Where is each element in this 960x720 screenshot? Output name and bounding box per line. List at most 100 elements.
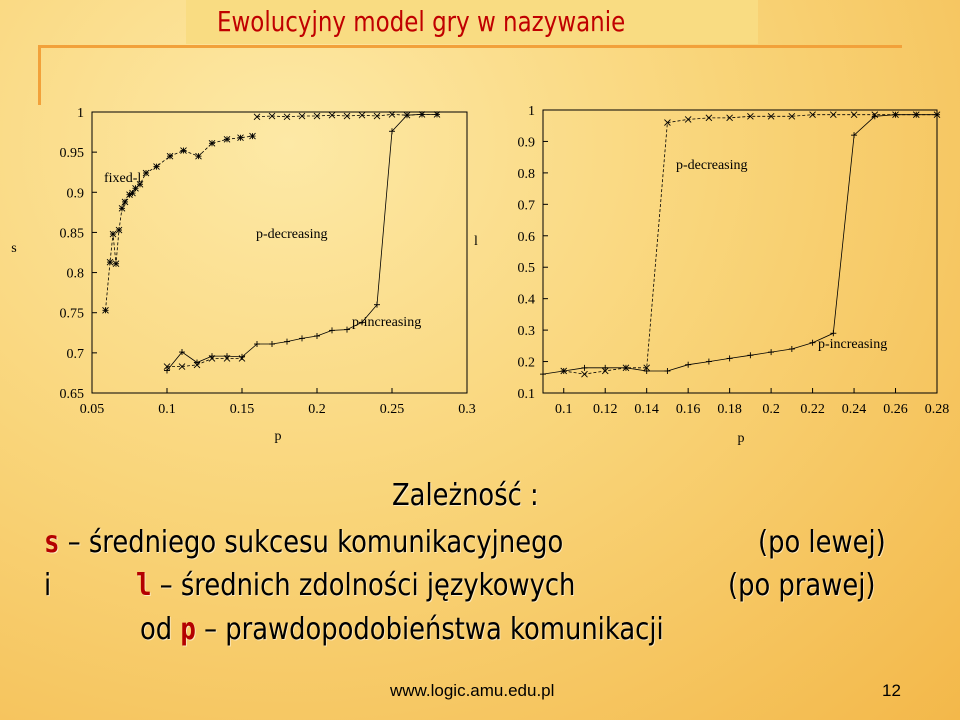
x-tick-label: 0.25 [380,402,405,417]
data-point [540,371,546,378]
line-l-right: (po prawej) [728,568,876,603]
decor-line-horizontal [38,45,902,48]
y-tick-label: 0.95 [60,146,85,161]
x-tick-label: 0.26 [883,402,908,417]
data-point [788,345,795,352]
data-point [705,358,712,365]
y-axis-label: s [11,241,16,256]
y-tick-label: 0.85 [60,226,85,241]
x-tick-label: 0.1 [158,402,176,417]
y-tick-label: 1 [77,106,84,121]
line-l-text: – średnich zdolności językowych [151,568,576,603]
y-tick-label: 1 [528,104,535,119]
data-point [434,111,440,118]
data-point [313,112,321,120]
line-l: l – średnich zdolności językowych [136,568,575,603]
x-tick-label: 0.12 [593,402,618,417]
x-tick-label: 0.05 [80,402,105,417]
data-point [373,112,381,120]
x-tick-label: 0.16 [676,402,701,417]
annotation-fixed-l: fixed-l [104,171,141,186]
annotation-p-decreasing: p-decreasing [676,158,748,173]
title-box [186,0,758,44]
decor-line-vertical [38,45,41,105]
data-point [180,147,187,154]
data-point [328,111,336,119]
data-point [767,112,775,120]
data-point [601,367,609,375]
data-point [934,111,940,118]
series-line-p-increasing [542,114,937,375]
symbol-l: l [136,568,152,603]
plot-frame [91,111,468,394]
data-point [195,152,202,160]
y-tick-label: 0.9 [67,186,85,201]
chart-left: 0.05 0.1 0.15 0.2 0.25 0.3 0.65 0.7 0.75 0.8 0.85 0… [11,106,475,444]
data-point [164,367,170,374]
data-point [685,361,692,368]
data-point [254,341,260,348]
y-tick-label: 0.9 [518,135,536,150]
y-tick-label: 0.65 [60,387,85,402]
data-point [830,330,837,337]
y-tick-label: 0.2 [518,356,536,371]
data-point [118,205,126,212]
line-p: od p – prawdopodobieństwa komunikacji [140,612,664,647]
data-point [809,111,816,119]
data-point [268,112,276,120]
data-point [132,184,139,192]
data-point [768,349,775,356]
data-point [892,111,899,118]
data-point [389,128,395,135]
x-tick-label: 0.28 [925,402,950,417]
line-p-prefix: od [140,612,173,647]
data-point [913,111,920,118]
line-s: s – średniego sukcesu komunikacyjnego [44,525,563,560]
y-tick-label: 0.4 [518,293,536,308]
y-tick-label: 0.8 [518,167,536,182]
x-axis-label: p [275,429,282,444]
x-tick-label: 0.2 [308,402,326,417]
y-tick-label: 0.7 [67,347,85,362]
charts-canvas: 0.05 0.1 0.15 0.2 0.25 0.3 0.65 0.7 0.75 0.8 0.85 0… [11,104,949,446]
data-point [358,111,366,119]
y-tick-label: 0.75 [60,307,85,322]
data-point [106,258,114,266]
data-point [809,339,816,346]
data-point [239,353,245,360]
slide-title: Ewolucyjny model gry w nazywanie [217,5,626,38]
symbol-s: s [44,525,60,560]
data-point [851,132,858,139]
data-point [343,112,351,120]
annotation-p-decreasing: p-decreasing [256,227,328,242]
data-point [581,370,588,378]
x-tick-label: 0.24 [842,402,867,417]
line-p-text: – prawdopodobieństwa komunikacji [195,612,664,647]
data-point [109,230,117,238]
data-point [209,353,215,360]
plot-frame [542,109,938,394]
data-point [643,364,651,372]
data-point [684,116,692,123]
data-point [115,226,123,234]
x-axis-label: p [738,431,745,446]
y-tick-label: 0.5 [518,261,536,276]
footer-url[interactable]: www.logic.amu.edu.pl [390,681,555,700]
data-point [829,111,837,119]
y-tick-label: 0.7 [518,198,536,213]
data-point [253,113,261,121]
series-line-p-increasing [166,114,437,371]
x-tick-label: 0.14 [634,402,659,417]
y-axis-label: l [474,234,478,249]
data-point [153,163,160,170]
series-line-p-decreasing [563,114,937,375]
chart-right: 0.1 0.12 0.14 0.16 0.18 0.2 0.22 0.24 0.26 0.28 0.… [474,104,949,446]
data-point [664,367,671,374]
data-point [664,119,671,126]
data-point [102,306,109,314]
data-point [705,114,713,122]
data-point [622,364,629,371]
data-point [237,134,244,142]
data-point [284,338,290,345]
x-tick-label: 0.18 [717,402,742,417]
